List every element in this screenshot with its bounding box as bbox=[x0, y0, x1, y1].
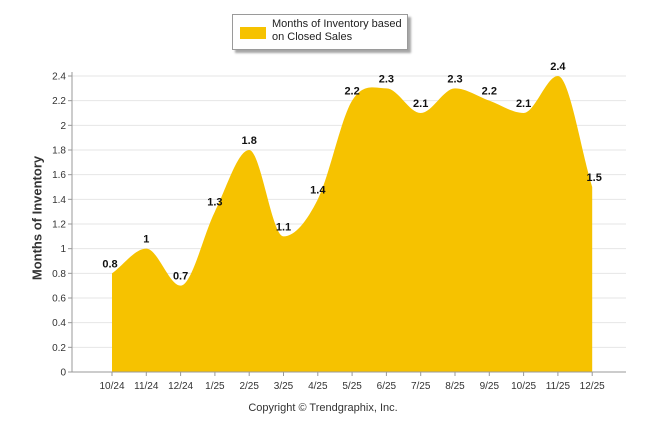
data-label: 2.1 bbox=[413, 98, 428, 110]
x-tick-label: 4/25 bbox=[308, 381, 328, 392]
y-tick-labels: 0 0.2 0.4 0.6 0.8 1 1.2 1.4 1.6 1.8 2 2.2 2.4 bbox=[52, 72, 66, 379]
y-tick-label: 2 bbox=[60, 121, 66, 132]
x-tick-label: 10/24 bbox=[99, 381, 124, 392]
y-tick-label: 0 bbox=[60, 368, 66, 379]
copyright-text: Copyright © Trendgraphix, Inc. bbox=[248, 402, 398, 414]
x-tick-label: 2/25 bbox=[239, 381, 259, 392]
x-tick-label: 8/25 bbox=[445, 381, 465, 392]
area-series bbox=[112, 76, 593, 372]
x-tick-label: 12/24 bbox=[168, 381, 193, 392]
y-tick-label: 0.6 bbox=[52, 294, 66, 305]
data-label: 2.3 bbox=[447, 73, 462, 85]
y-tick-label: 1 bbox=[60, 244, 66, 255]
y-tick-label: 1.8 bbox=[52, 146, 66, 157]
data-label: 1.8 bbox=[242, 135, 257, 147]
y-tick-label: 1.2 bbox=[52, 220, 66, 231]
data-label: 2.2 bbox=[344, 86, 359, 98]
data-label: 2.1 bbox=[516, 98, 531, 110]
area-fill bbox=[112, 76, 593, 372]
data-label: 2.4 bbox=[550, 61, 566, 73]
x-tick-label: 5/25 bbox=[342, 381, 362, 392]
y-tick-label: 2.4 bbox=[52, 72, 66, 83]
x-tick-label: 11/24 bbox=[134, 381, 159, 392]
x-tick-label: 1/25 bbox=[205, 381, 225, 392]
y-axis-title: Months of Inventory bbox=[29, 155, 45, 281]
data-label: 0.8 bbox=[102, 258, 117, 270]
x-tick-label: 3/25 bbox=[274, 381, 294, 392]
y-tick-label: 1.4 bbox=[52, 195, 66, 206]
axes bbox=[71, 72, 626, 373]
y-tick-label: 1.6 bbox=[52, 170, 66, 181]
data-labels: 0.8 1 0.7 1.3 1.8 1.1 1.4 2.2 2.3 2.1 2.3 2.2 2.1 2.4… bbox=[102, 61, 601, 283]
data-label: 2.3 bbox=[379, 73, 394, 85]
y-tick-label: 0.8 bbox=[52, 269, 66, 280]
x-tick-label: 12/25 bbox=[580, 381, 605, 392]
data-label: 1.4 bbox=[310, 184, 326, 196]
data-label: 2.2 bbox=[482, 86, 497, 98]
x-tick-label: 11/25 bbox=[546, 381, 571, 392]
legend-swatch bbox=[240, 27, 266, 39]
data-label: 1.1 bbox=[276, 221, 291, 233]
y-tick-label: 2.2 bbox=[52, 96, 66, 107]
x-tick-label: 7/25 bbox=[411, 381, 431, 392]
data-label: 1 bbox=[143, 234, 149, 246]
x-tick-label: 9/25 bbox=[480, 381, 500, 392]
legend: Months of Inventory based on Closed Sale… bbox=[232, 14, 408, 50]
legend-label: Months of Inventory based on Closed Sale… bbox=[272, 18, 402, 43]
x-tick-label: 6/25 bbox=[377, 381, 397, 392]
y-tick-label: 0.4 bbox=[52, 318, 66, 329]
data-label: 0.7 bbox=[173, 271, 188, 283]
x-tick-labels: 10/24 11/24 12/24 1/25 2/25 3/25 4/25 5/25 6/25 7… bbox=[99, 372, 605, 392]
y-tick-label: 0.2 bbox=[52, 343, 66, 354]
x-tick-label: 10/25 bbox=[511, 381, 536, 392]
data-label: 1.5 bbox=[587, 172, 602, 184]
data-label: 1.3 bbox=[207, 197, 222, 209]
